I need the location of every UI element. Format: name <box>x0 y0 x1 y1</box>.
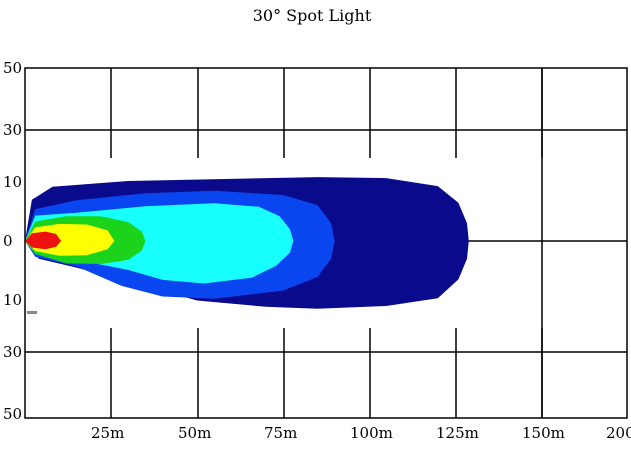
x-tick-labels: 25m 50m 75m 100m 125m 150m 200m <box>91 424 631 442</box>
x-tick-label: 150m <box>522 424 565 442</box>
plot-frame <box>24 67 628 419</box>
x-tick-label: 75m <box>264 424 297 442</box>
x-tick-label: 200m <box>606 424 631 442</box>
chart-title: 30° Spot Light <box>253 6 372 25</box>
beam-zone-6 <box>25 231 62 250</box>
left-edge-marker <box>27 311 37 314</box>
grid-lines <box>25 68 627 418</box>
y-tick-label: 10 <box>3 173 22 191</box>
y-tick-label: 0 <box>3 232 13 250</box>
beam-zones <box>25 177 469 309</box>
y-tick-labels: 50 30 10 0 10 30 50 <box>3 59 22 423</box>
y-tick-label: 50 <box>3 405 22 423</box>
y-tick-label: 50 <box>3 59 22 77</box>
x-tick-label: 25m <box>91 424 124 442</box>
x-tick-label: 125m <box>436 424 479 442</box>
x-tick-label: 50m <box>178 424 211 442</box>
y-tick-label: 10 <box>3 291 22 309</box>
y-tick-label: 30 <box>3 121 22 139</box>
y-tick-label: 30 <box>3 343 22 361</box>
x-tick-label: 100m <box>350 424 393 442</box>
